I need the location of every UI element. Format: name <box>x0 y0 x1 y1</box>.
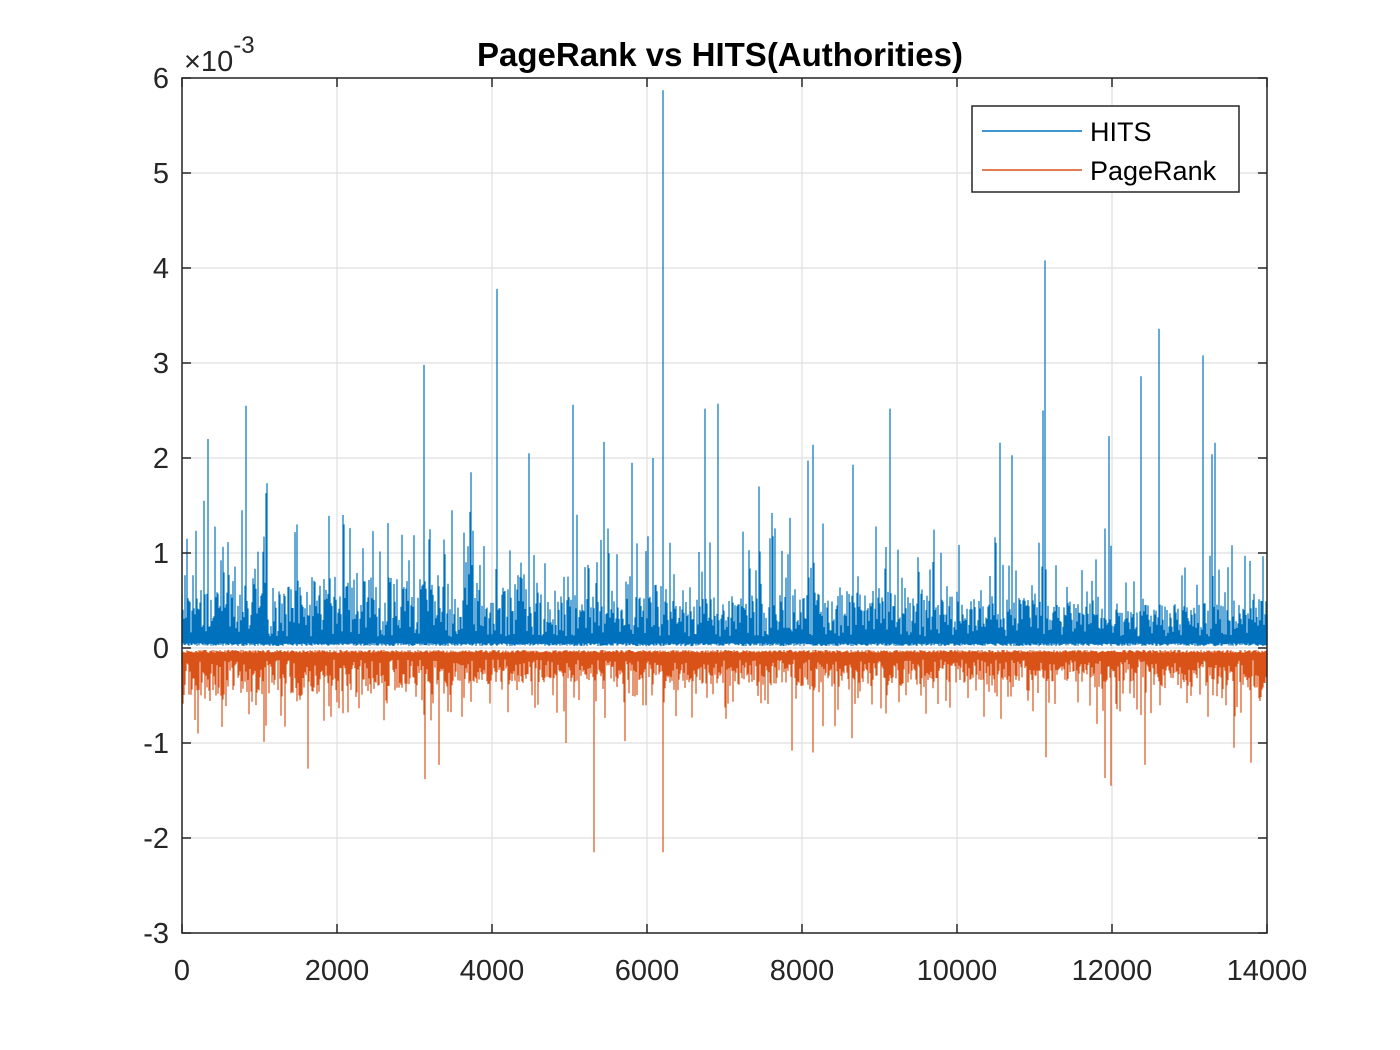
legend: HITS PageRank <box>971 105 1240 193</box>
y-tick-labels: -3 -2 -1 0 1 2 3 4 5 6 <box>143 63 169 950</box>
y-exponent-base: ×10 <box>184 46 233 78</box>
y-tick-label: 3 <box>153 348 169 380</box>
x-tick-labels: 0 2000 4000 6000 8000 10000 12000 14000 <box>174 955 1307 987</box>
chart-title: PageRank vs HITS(Authorities) <box>477 36 963 73</box>
x-tick-label: 10000 <box>917 955 998 987</box>
y-tick-label: 1 <box>153 538 169 570</box>
x-tick-label: 2000 <box>305 955 370 987</box>
legend-label-hits: HITS <box>1090 117 1152 147</box>
x-tick-label: 8000 <box>770 955 835 987</box>
y-tick-label: -3 <box>143 918 169 950</box>
y-tick-label: 6 <box>153 63 169 95</box>
x-tick-label: 4000 <box>460 955 525 987</box>
axes-box <box>181 77 1268 934</box>
axes-background <box>182 78 1267 933</box>
y-exponent: ×10-3 <box>184 32 255 78</box>
legend-box <box>971 105 1240 193</box>
y-tick-label: -1 <box>143 728 169 760</box>
x-tick-label: 12000 <box>1072 955 1153 987</box>
y-tick-label: 0 <box>153 633 169 665</box>
x-tick-label: 0 <box>174 955 190 987</box>
y-tick-label: 5 <box>153 158 169 190</box>
y-exponent-power: -3 <box>233 32 254 59</box>
y-tick-label: 4 <box>153 253 169 285</box>
y-tick-label: -2 <box>143 823 169 855</box>
y-tick-label: 2 <box>153 443 169 475</box>
x-tick-label: 14000 <box>1227 955 1308 987</box>
legend-label-pagerank: PageRank <box>1090 156 1217 186</box>
ticks <box>181 77 1268 934</box>
x-tick-label: 6000 <box>615 955 680 987</box>
